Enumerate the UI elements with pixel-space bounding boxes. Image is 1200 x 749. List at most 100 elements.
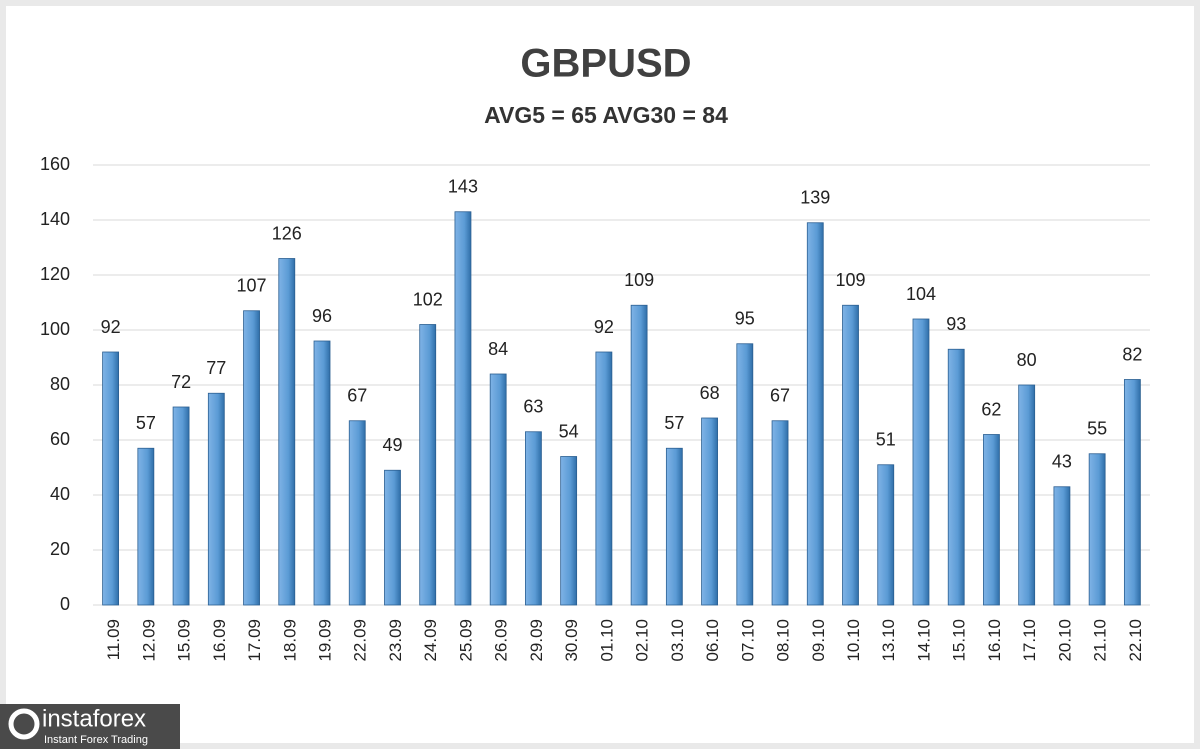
bar xyxy=(912,318,930,606)
x-tick-label: 18.09 xyxy=(280,619,299,662)
bar xyxy=(278,258,296,606)
value-label: 49 xyxy=(382,435,402,455)
y-tick-label: 20 xyxy=(50,539,70,559)
value-label: 96 xyxy=(312,306,332,326)
value-label: 51 xyxy=(876,430,896,450)
x-tick-label: 19.09 xyxy=(316,619,335,662)
x-tick-label: 22.09 xyxy=(351,619,370,662)
value-label: 109 xyxy=(835,270,865,290)
y-tick-label: 120 xyxy=(40,264,70,284)
bar xyxy=(172,406,190,606)
value-label: 77 xyxy=(206,358,226,378)
value-label: 82 xyxy=(1122,344,1142,364)
bar xyxy=(454,211,472,606)
value-label: 67 xyxy=(347,386,367,406)
y-tick-label: 140 xyxy=(40,209,70,229)
bar xyxy=(630,304,648,606)
value-label: 72 xyxy=(171,372,191,392)
x-tick-label: 12.09 xyxy=(139,619,158,662)
chart-subtitle: AVG5 = 65 AVG30 = 84 xyxy=(484,102,728,128)
x-tick-label: 15.09 xyxy=(175,619,194,662)
x-tick-label: 22.10 xyxy=(1126,619,1145,662)
value-label: 57 xyxy=(136,413,156,433)
bar xyxy=(806,222,824,606)
value-label: 84 xyxy=(488,339,508,359)
y-tick-label: 100 xyxy=(40,319,70,339)
value-label: 92 xyxy=(594,317,614,337)
watermark-tagline: Instant Forex Trading xyxy=(44,734,148,746)
bar xyxy=(983,434,1000,606)
value-label: 104 xyxy=(906,284,936,304)
x-tick-label: 16.09 xyxy=(210,619,229,662)
value-label: 55 xyxy=(1087,419,1107,439)
x-tick-label: 08.10 xyxy=(774,619,793,662)
y-tick-label: 60 xyxy=(50,429,70,449)
y-tick-label: 40 xyxy=(50,484,70,504)
x-tick-label: 20.10 xyxy=(1055,619,1074,662)
value-label: 80 xyxy=(1017,350,1037,370)
x-tick-label: 07.10 xyxy=(738,619,757,662)
x-tick-label: 16.10 xyxy=(985,619,1004,662)
value-label: 139 xyxy=(800,188,830,208)
x-tick-label: 09.10 xyxy=(809,619,828,662)
value-label: 54 xyxy=(559,421,579,441)
value-label: 43 xyxy=(1052,452,1072,472)
watermark-logo xyxy=(8,708,40,740)
chart-title: GBPUSD xyxy=(520,42,691,86)
value-label: 68 xyxy=(700,383,720,403)
bar xyxy=(947,348,965,606)
value-label: 92 xyxy=(101,317,121,337)
bar xyxy=(243,310,260,606)
bar xyxy=(842,304,859,606)
bar xyxy=(102,351,120,606)
value-label: 67 xyxy=(770,386,790,406)
value-label: 62 xyxy=(981,399,1001,419)
value-label: 143 xyxy=(448,177,478,197)
watermark-brand: instaforex xyxy=(42,705,146,732)
x-tick-label: 25.09 xyxy=(456,619,475,662)
y-tick-label: 80 xyxy=(50,374,70,394)
bar xyxy=(525,431,542,606)
bar xyxy=(736,343,754,606)
y-tick-label: 0 xyxy=(60,594,70,614)
value-label: 93 xyxy=(946,314,966,334)
x-tick-label: 21.10 xyxy=(1091,619,1110,662)
value-label: 63 xyxy=(523,397,543,417)
x-tick-label: 03.10 xyxy=(668,619,687,662)
bar xyxy=(595,351,613,606)
bar xyxy=(207,392,225,606)
bar xyxy=(348,420,366,606)
value-label: 95 xyxy=(735,309,755,329)
bar xyxy=(384,469,401,606)
bar xyxy=(137,447,155,606)
bar xyxy=(560,456,578,606)
x-tick-label: 24.09 xyxy=(421,619,440,662)
value-label: 109 xyxy=(624,270,654,290)
value-label: 126 xyxy=(272,223,302,243)
x-tick-label: 17.10 xyxy=(1020,619,1039,662)
x-tick-label: 01.10 xyxy=(597,619,616,662)
bar xyxy=(489,373,507,606)
bar xyxy=(665,447,683,606)
bar xyxy=(313,340,331,606)
bar xyxy=(701,417,718,606)
x-tick-label: 15.10 xyxy=(950,619,969,662)
x-tick-label: 26.09 xyxy=(492,619,511,662)
bar xyxy=(1123,379,1141,606)
x-tick-label: 02.10 xyxy=(633,619,652,662)
x-tick-label: 23.09 xyxy=(386,619,405,662)
bar xyxy=(419,324,437,606)
bar xyxy=(771,420,789,606)
x-tick-label: 10.10 xyxy=(844,619,863,662)
bar xyxy=(1018,384,1036,606)
x-tick-label: 17.09 xyxy=(245,619,264,662)
x-tick-label: 06.10 xyxy=(703,619,722,662)
value-label: 107 xyxy=(237,276,267,296)
bar xyxy=(1088,453,1106,606)
x-tick-label: 29.09 xyxy=(527,619,546,662)
watermark: instaforex Instant Forex Trading xyxy=(0,704,180,749)
x-tick-label: 11.09 xyxy=(104,619,123,660)
value-label: 102 xyxy=(413,289,443,309)
